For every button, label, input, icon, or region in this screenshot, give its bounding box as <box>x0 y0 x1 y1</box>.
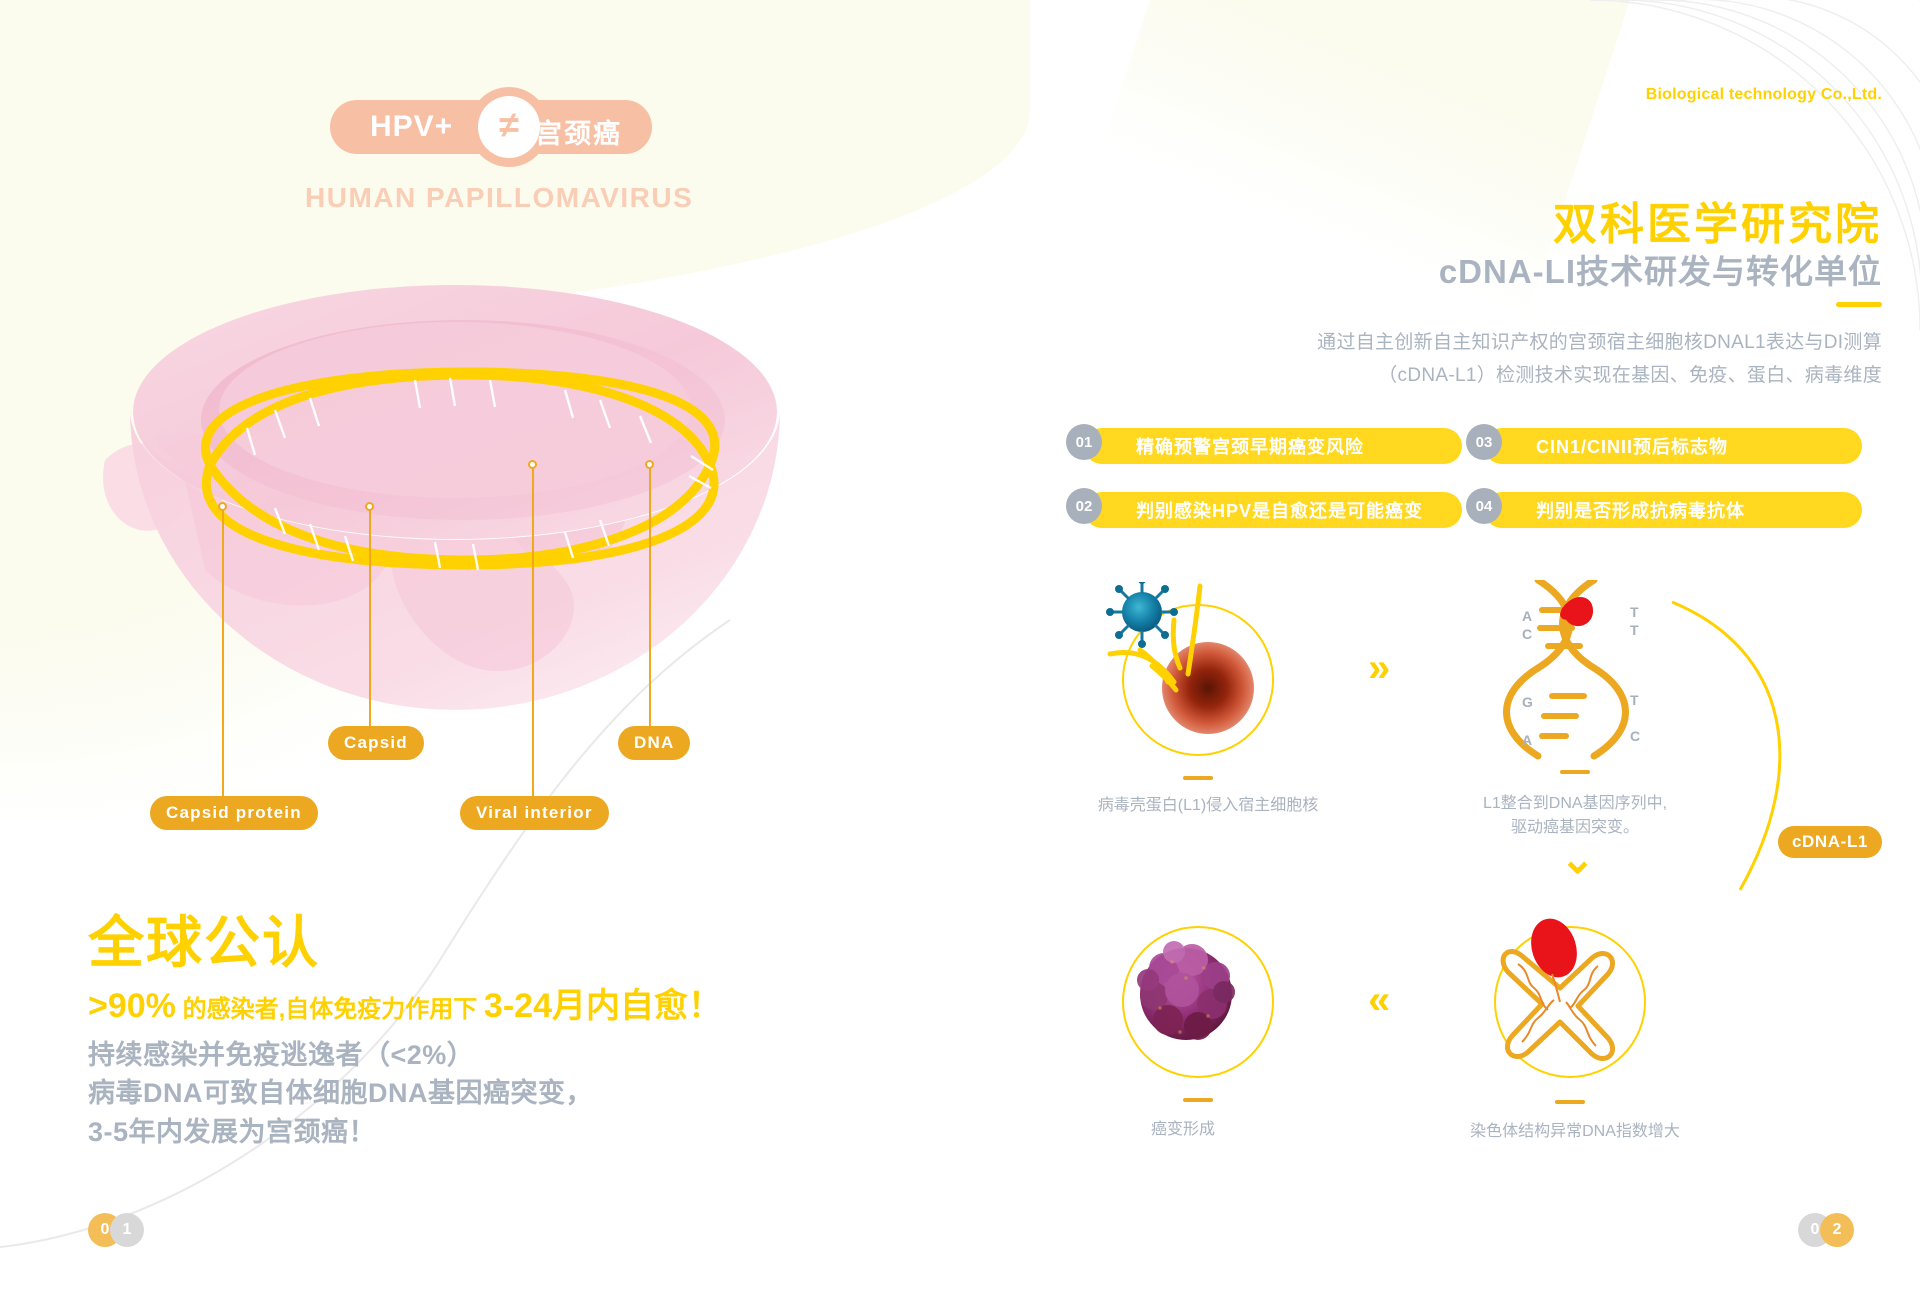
feature-number-03: 03 <box>1466 424 1502 460</box>
flow-caption-step4: 癌变形成 <box>1150 1121 1215 1138</box>
feature-number-01: 01 <box>1066 424 1102 460</box>
hpv-badge-right-label: 宫颈癌 <box>535 119 622 149</box>
hpv-subtitle: HUMAN PAPILLOMAVIRUS <box>305 182 694 213</box>
feature-bar-03: CIN1/CINII预后标志物 <box>1484 428 1862 464</box>
stat-suffix: 3-24月内自愈！ <box>483 987 722 1025</box>
feature-number-04: 04 <box>1466 488 1502 524</box>
dna-base-left-2: G <box>1522 694 1533 710</box>
flow-divider-step3 <box>1555 1100 1585 1104</box>
dna-helix-illustration <box>1503 580 1629 760</box>
callout-dot-capsid-protein <box>218 502 227 511</box>
flow-circle-step3 <box>1494 926 1646 1078</box>
dna-base-right-2: T <box>1630 692 1639 708</box>
label-capsid: Capsid <box>328 726 424 760</box>
cdna-l1-tag: cDNA-L1 <box>1778 826 1882 858</box>
feature-label-02: 判别感染HPV是自愈还是可能癌变 <box>1136 501 1424 521</box>
feature-label-04: 判别是否形成抗病毒抗体 <box>1536 501 1745 521</box>
label-dna: DNA <box>618 726 691 760</box>
not-equal-icon: ≠ <box>469 87 549 167</box>
petri-dish-illustration <box>95 280 855 720</box>
feature-label-03: CIN1/CINII预后标志物 <box>1536 437 1729 457</box>
flow-caption-step3: 染色体结构异常DNA指数增大 <box>1470 1123 1680 1140</box>
global-consensus-body: 持续感染并免疫逃逸者（<2%） 病毒DNA可致自体细胞DNA基因癌突变， 3-5… <box>88 1036 593 1151</box>
flow-arrow-left-icon: « <box>1368 978 1391 1022</box>
flow-caption-step1: 病毒壳蛋白(L1)侵入宿主细胞核 <box>1097 797 1319 814</box>
callout-line-viral-interior <box>532 468 534 800</box>
intro-paragraph: 通过自主创新自主知识产权的宫颈宿主细胞核DNAL1表达与DI测算 （cDNA-L… <box>1282 326 1882 393</box>
flow-divider-step2 <box>1560 770 1590 774</box>
flow-circle-step4 <box>1122 926 1274 1078</box>
page-number-right-second: 2 <box>1820 1213 1854 1247</box>
intro-line-1: 通过自主创新自主知识产权的宫颈宿主细胞核DNAL1表达与DI测算 <box>1317 332 1882 353</box>
page-number-left: 0 1 <box>88 1213 174 1247</box>
global-consensus-heading: 全球公认 <box>88 911 320 974</box>
callout-line-dna <box>649 468 651 730</box>
tumor-mass-illustration <box>1137 941 1235 1040</box>
institute-subtitle: cDNA-LI技术研发与转化单位 <box>1438 253 1882 290</box>
page-number-left-second: 1 <box>110 1213 144 1247</box>
flow-divider-step1 <box>1183 776 1213 780</box>
flow-arrow-down-icon: ⌄ <box>1560 835 1596 882</box>
flow-arrow-right-icon: » <box>1368 646 1391 690</box>
virus-cell-illustration <box>1106 582 1254 734</box>
label-capsid-protein: Capsid protein <box>150 796 318 830</box>
right-panel: Biological technology Co.,Ltd. 双科医学研究院 c… <box>1030 0 1920 1303</box>
feature-number-02: 02 <box>1066 488 1102 524</box>
flow-outer-arc <box>1671 600 1782 891</box>
title-divider <box>1836 302 1882 307</box>
body-line-1: 持续感染并免疫逃逸者（<2%） <box>88 1040 475 1070</box>
flow-caption-step2-line2: 驱动癌基因突变。 <box>1510 819 1639 836</box>
not-equal-glyph: ≠ <box>478 96 540 158</box>
stat-prefix: >90% <box>88 987 176 1025</box>
feature-bar-01: 精确预警宫颈早期癌变风险 <box>1084 428 1462 464</box>
callout-dot-capsid <box>365 502 374 511</box>
callout-dot-dna <box>645 460 654 469</box>
body-line-2: 病毒DNA可致自体细胞DNA基因癌突变， <box>88 1078 593 1109</box>
dna-base-left-0: A <box>1522 608 1533 624</box>
intro-line-2: （cDNA-L1）检测技术实现在基因、免疫、蛋白、病毒维度 <box>1378 365 1882 387</box>
left-panel: HPV+ ≠ 宫颈癌 HUMAN PAPILLOMAVIRUS <box>88 87 855 1247</box>
callout-dot-viral-interior <box>528 460 537 469</box>
feature-label-01: 精确预警宫颈早期癌变风险 <box>1136 437 1364 457</box>
page-number-right: 0 2 <box>1798 1213 1884 1247</box>
dna-base-right-3: C <box>1630 728 1641 744</box>
institute-title: 双科医学研究院 <box>1553 200 1882 249</box>
global-consensus-stat: >90% 的感染者,自体免疫力作用下 3-24月内自愈！ <box>88 978 722 1027</box>
feature-bar-04: 判别是否形成抗病毒抗体 <box>1484 492 1862 528</box>
label-viral-interior: Viral interior <box>460 796 609 830</box>
dna-base-right-1: T <box>1630 622 1639 638</box>
feature-bar-02: 判别感染HPV是自愈还是可能癌变 <box>1084 492 1462 528</box>
callout-line-capsid <box>369 510 371 730</box>
background-arc-lines <box>1589 0 1920 330</box>
body-line-3: 3-5年内发展为宫颈癌！ <box>88 1116 377 1147</box>
dna-base-right-0: T <box>1630 604 1639 620</box>
stat-mid: 的感染者,自体免疫力作用下 <box>175 996 484 1023</box>
flow-caption-step2-line1: L1整合到DNA基因序列中, <box>1482 795 1668 812</box>
dna-base-left-1: C <box>1522 626 1533 642</box>
hpv-badge-left-label: HPV+ <box>370 110 454 143</box>
flow-caption-step2: L1整合到DNA基因序列中, 驱动癌基因突变。 <box>1455 792 1695 840</box>
flow-divider-step4 <box>1183 1098 1213 1102</box>
chromosome-illustration <box>1500 918 1616 1062</box>
hpv-badge: HPV+ ≠ 宫颈癌 <box>330 87 652 167</box>
dna-base-left-3: A <box>1522 732 1533 748</box>
process-flow-diagram: 病毒壳蛋白(L1)侵入宿主细胞核 » A C G A T <box>1030 580 1920 1180</box>
company-name: Biological technology Co.,Ltd. <box>1645 86 1882 103</box>
callout-line-capsid-protein <box>222 510 224 800</box>
